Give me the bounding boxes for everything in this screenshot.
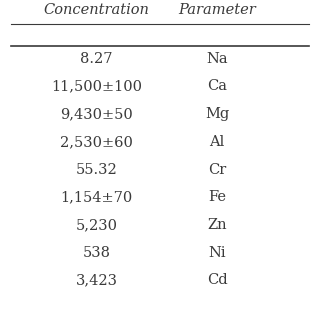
Text: Zn: Zn — [207, 218, 227, 232]
Text: Ca: Ca — [207, 79, 227, 93]
Text: 9,430±50: 9,430±50 — [60, 107, 133, 121]
Text: 11,500±100: 11,500±100 — [51, 79, 142, 93]
Text: Na: Na — [206, 52, 228, 66]
Text: 2,530±60: 2,530±60 — [60, 135, 133, 149]
Text: Parameter: Parameter — [178, 3, 256, 17]
Text: 1,154±70: 1,154±70 — [60, 190, 133, 204]
Text: Mg: Mg — [205, 107, 229, 121]
Text: 3,423: 3,423 — [76, 274, 117, 287]
Text: 55.32: 55.32 — [76, 163, 117, 177]
Text: Fe: Fe — [208, 190, 226, 204]
Text: Cd: Cd — [207, 274, 228, 287]
Text: Concentration: Concentration — [44, 3, 149, 17]
Text: Cr: Cr — [208, 163, 226, 177]
Text: Ni: Ni — [208, 246, 226, 260]
Text: 8.27: 8.27 — [80, 52, 113, 66]
Text: 538: 538 — [83, 246, 110, 260]
Text: Al: Al — [210, 135, 225, 149]
Text: 5,230: 5,230 — [76, 218, 117, 232]
